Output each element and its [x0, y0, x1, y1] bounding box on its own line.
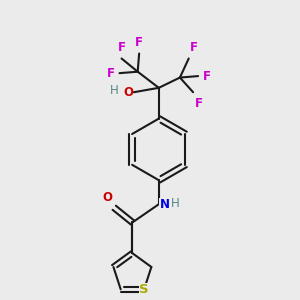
Text: F: F [135, 36, 143, 49]
Text: F: F [195, 97, 203, 110]
Text: N: N [159, 198, 170, 211]
Text: S: S [139, 283, 149, 296]
Text: F: F [202, 70, 211, 83]
Text: F: F [118, 41, 126, 54]
Text: H: H [171, 197, 180, 210]
Text: F: F [107, 67, 115, 80]
Text: O: O [123, 86, 133, 99]
Text: O: O [102, 191, 112, 204]
Text: H: H [110, 84, 118, 97]
Text: F: F [190, 41, 198, 54]
